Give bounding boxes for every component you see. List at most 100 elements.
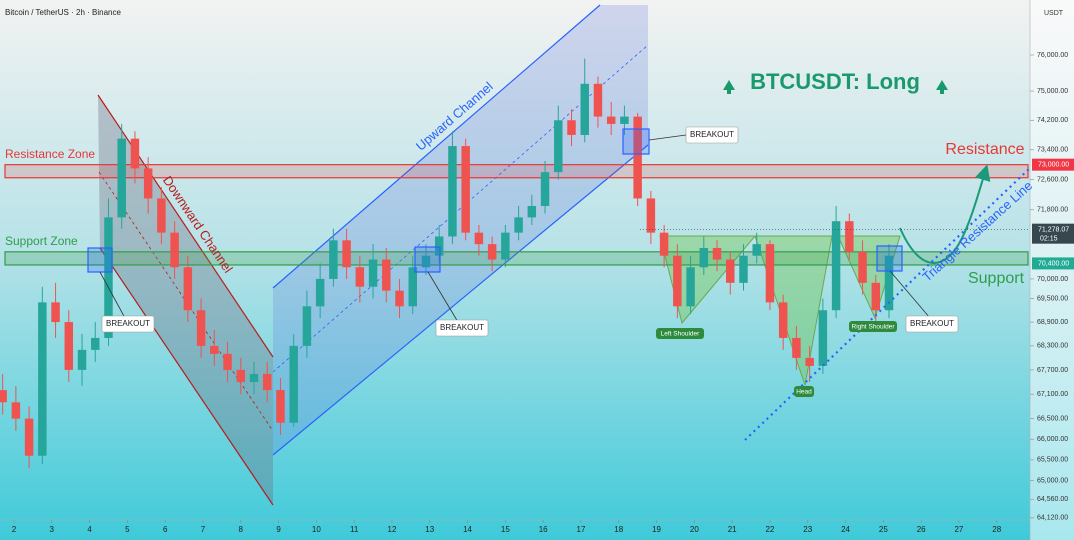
candle-body bbox=[778, 302, 788, 338]
candle-body bbox=[593, 83, 603, 117]
y-tick-label: 72,600.00 bbox=[1037, 176, 1068, 183]
candle-body bbox=[368, 259, 378, 287]
candle-body bbox=[699, 247, 709, 268]
price-badge bbox=[1032, 257, 1074, 270]
candle-body bbox=[104, 217, 113, 338]
candle-body bbox=[395, 290, 404, 307]
candle-body bbox=[633, 116, 642, 199]
breakout-label: BREAKOUT bbox=[910, 319, 954, 328]
breakout-label: BREAKOUT bbox=[440, 323, 484, 332]
price-badge bbox=[1032, 158, 1074, 171]
candle-body bbox=[527, 206, 537, 218]
candle-body bbox=[752, 244, 761, 256]
y-tick-label: 70,000.00 bbox=[1037, 276, 1068, 283]
x-tick-label: 25 bbox=[879, 525, 888, 534]
candle-body bbox=[24, 418, 34, 456]
x-tick-label: 12 bbox=[388, 525, 397, 534]
y-tick-label: 65,000.00 bbox=[1037, 478, 1068, 485]
candle-body bbox=[342, 240, 351, 268]
breakout-label: BREAKOUT bbox=[690, 130, 734, 139]
candle-body bbox=[276, 390, 285, 423]
pattern-labels bbox=[656, 321, 897, 397]
y-tick-label: 74,200.00 bbox=[1037, 117, 1068, 124]
x-tick-label: 26 bbox=[917, 525, 926, 534]
y-tick-label: 71,800.00 bbox=[1037, 207, 1068, 214]
x-tick-label: 22 bbox=[765, 525, 774, 534]
y-tick-label: 73,400.00 bbox=[1037, 147, 1068, 154]
x-tick-label: 19 bbox=[652, 525, 661, 534]
candle-body bbox=[554, 120, 563, 173]
candle-body bbox=[805, 357, 814, 366]
support-zone bbox=[4, 251, 1029, 266]
head-and-shoulders bbox=[659, 235, 901, 386]
candle-body bbox=[421, 255, 431, 268]
candle-body bbox=[143, 168, 153, 199]
candle-body bbox=[448, 146, 457, 237]
candle-body bbox=[382, 259, 391, 291]
candle-body bbox=[117, 138, 126, 218]
candle-body bbox=[434, 236, 444, 256]
left-shoulder-label: Left Shoulder bbox=[661, 331, 701, 338]
up-arrow bbox=[723, 80, 735, 94]
breakout-label-boxes bbox=[101, 126, 959, 337]
y-tick-label: 64,120.00 bbox=[1037, 515, 1068, 522]
candle-body bbox=[289, 345, 298, 423]
x-tick-label: 27 bbox=[954, 525, 963, 534]
x-tick-label: 28 bbox=[992, 525, 1001, 534]
candle-body bbox=[739, 255, 748, 283]
y-tick-label: 64,560.00 bbox=[1037, 496, 1068, 503]
candle-body bbox=[474, 232, 484, 245]
candle-body bbox=[659, 232, 669, 256]
candle-body bbox=[236, 369, 246, 383]
resistance-zone-label: Resistance Zone bbox=[5, 147, 95, 161]
x-tick-label: 17 bbox=[577, 525, 586, 534]
candle-body bbox=[315, 278, 325, 307]
y-tick-label: 76,000.00 bbox=[1037, 52, 1068, 59]
price-badge-label: 71,278.07 bbox=[1038, 227, 1069, 234]
y-tick-label: 65,500.00 bbox=[1037, 457, 1068, 464]
x-tick-label: 11 bbox=[350, 525, 359, 534]
candle-body bbox=[871, 282, 881, 311]
candle-body bbox=[567, 120, 576, 135]
x-tick-label: 24 bbox=[841, 525, 850, 534]
breakout-boxes bbox=[87, 128, 903, 273]
candle-body bbox=[501, 232, 510, 260]
x-tick-label: 2 bbox=[12, 525, 17, 534]
resistance-zone bbox=[4, 164, 1029, 179]
resistance-label: Resistance bbox=[945, 141, 1024, 158]
candle-body bbox=[355, 267, 365, 287]
y-tick-label: 68,900.00 bbox=[1037, 319, 1068, 326]
support-zone-label: Support Zone bbox=[5, 234, 78, 248]
price-axis-bg bbox=[1030, 0, 1074, 540]
candle-body bbox=[514, 217, 523, 233]
x-tick-label: 15 bbox=[501, 525, 510, 534]
right-shoulder-label: Right Shoulder bbox=[852, 324, 896, 331]
x-tick-label: 16 bbox=[539, 525, 548, 534]
candle-body bbox=[210, 345, 219, 354]
candle-body bbox=[91, 337, 100, 350]
y-tick-label: 69,500.00 bbox=[1037, 295, 1068, 302]
candle-body bbox=[606, 116, 616, 124]
breakout-pointers bbox=[99, 134, 931, 323]
candle-body bbox=[884, 255, 894, 311]
candle-body bbox=[262, 373, 272, 391]
candle-body bbox=[170, 232, 179, 268]
candle-body bbox=[673, 255, 682, 307]
candle-body bbox=[858, 251, 867, 283]
y-tick-label: 75,000.00 bbox=[1037, 88, 1068, 95]
candle-body bbox=[831, 221, 841, 311]
x-tick-label: 13 bbox=[425, 525, 434, 534]
candle-body bbox=[0, 390, 7, 403]
candle-body bbox=[223, 353, 232, 370]
y-tick-label: 67,700.00 bbox=[1037, 367, 1068, 374]
candle-body bbox=[196, 310, 206, 346]
head-label: Head bbox=[796, 389, 812, 396]
candle-body bbox=[11, 402, 21, 419]
x-tick-label: 7 bbox=[201, 525, 206, 534]
x-tick-label: 23 bbox=[803, 525, 812, 534]
x-tick-label: 6 bbox=[163, 525, 168, 534]
x-tick-label: 8 bbox=[239, 525, 244, 534]
